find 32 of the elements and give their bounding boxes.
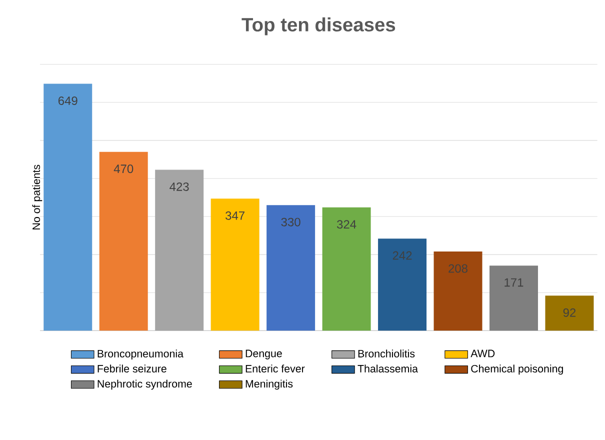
bar: [266, 205, 316, 331]
chart-title: Top ten diseases: [242, 17, 396, 36]
data-label: 470: [114, 164, 134, 174]
bar: [434, 252, 482, 331]
data-label: 242: [392, 251, 412, 260]
legend-label: Chemical poisoning: [471, 364, 563, 375]
legend-label: Febrile seizure: [98, 364, 166, 372]
legend-label: Dengue: [246, 350, 282, 360]
bar: [489, 266, 538, 331]
legend-label: Thalassemia: [358, 364, 418, 372]
data-label: 324: [336, 220, 356, 229]
legend-label: Nephrotic syndrome: [98, 380, 192, 390]
legend-label: Bronchiolitis: [358, 350, 415, 358]
data-label: 171: [504, 278, 524, 287]
bar: [322, 207, 371, 331]
legend-label: Enteric fever: [246, 364, 305, 372]
bar: [155, 170, 204, 331]
bar: [210, 198, 260, 331]
bar: [378, 238, 427, 331]
data-label: 330: [281, 218, 300, 226]
data-label: 208: [448, 264, 468, 273]
bar: [99, 152, 148, 331]
legend-label: Broncopneumonia: [98, 350, 184, 360]
bar: [545, 296, 594, 331]
data-label: 347: [226, 211, 244, 220]
legend-label: Meningitis: [246, 380, 293, 390]
data-label: 649: [58, 96, 78, 105]
y-axis-title: No of patients: [32, 164, 42, 230]
data-label: 92: [563, 308, 576, 317]
data-label: 423: [170, 182, 189, 191]
bar: [44, 84, 92, 331]
legend-label: AWD: [470, 350, 495, 358]
